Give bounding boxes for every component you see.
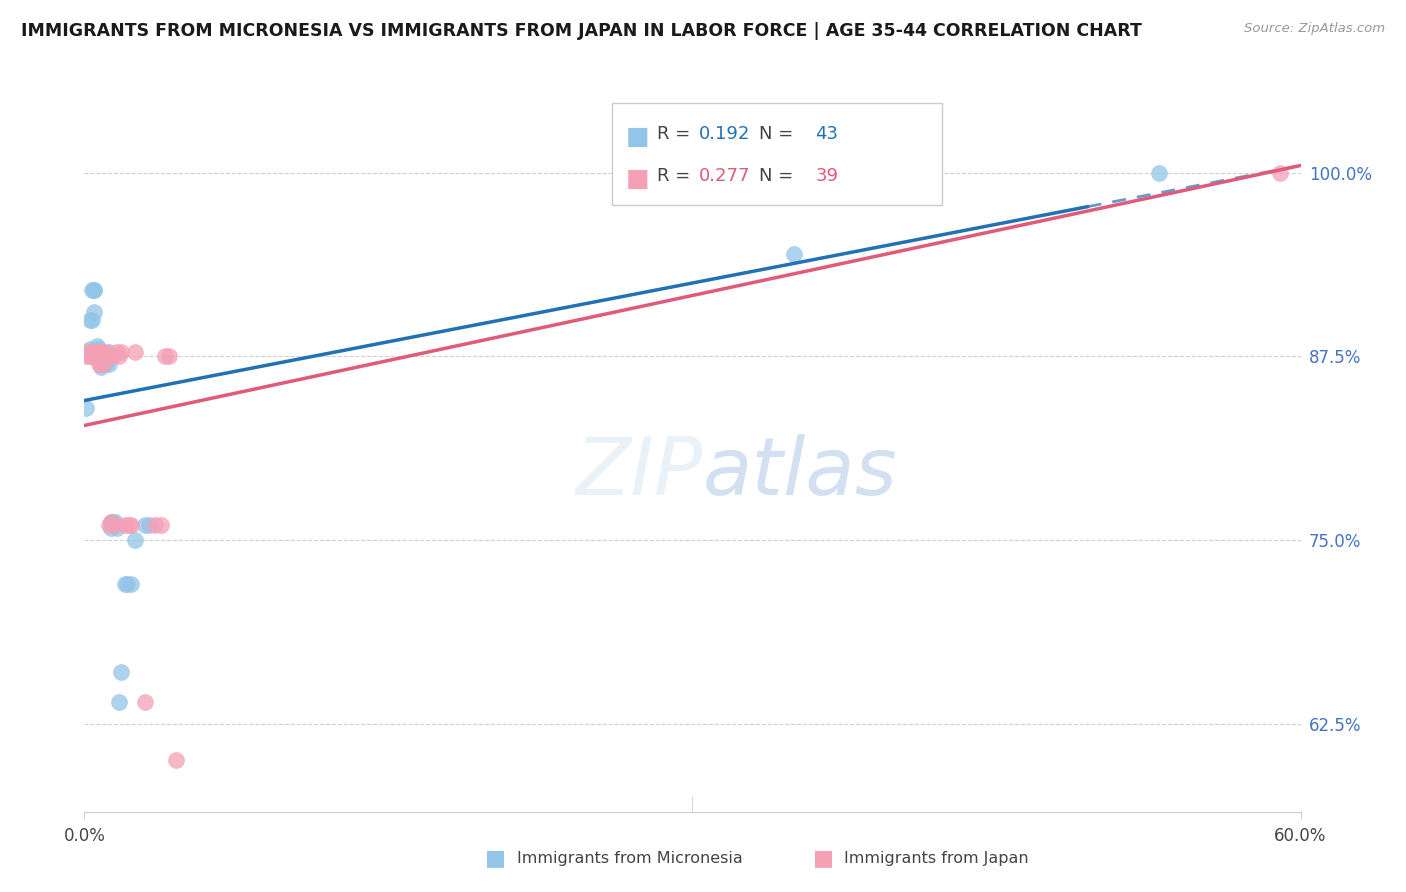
Text: 0.277: 0.277 (699, 167, 751, 185)
Point (93, 351, 115, 365)
Point (82, 345, 104, 359)
Point (86, 350, 108, 364)
Point (91, 357, 114, 371)
Text: 43: 43 (815, 125, 838, 143)
Point (114, 577, 136, 591)
Point (83, 350, 105, 364)
Point (134, 695, 156, 709)
Point (90, 350, 112, 364)
Point (96, 350, 118, 364)
Point (91, 345, 114, 359)
Text: ■: ■ (626, 125, 650, 149)
Point (1270, 166, 1292, 180)
Text: ■: ■ (813, 848, 834, 868)
Point (114, 518, 136, 533)
Point (110, 345, 132, 359)
Point (165, 753, 187, 767)
Point (90, 345, 112, 359)
Point (105, 521, 128, 535)
Point (155, 350, 177, 364)
Point (83, 305, 105, 319)
Point (83, 345, 105, 359)
Point (87, 357, 110, 371)
Point (100, 516, 122, 530)
Point (115, 577, 138, 591)
Text: atlas: atlas (703, 434, 898, 512)
Text: ■: ■ (485, 848, 506, 868)
Text: ■: ■ (626, 167, 650, 191)
Point (87, 348, 110, 362)
Point (100, 521, 122, 535)
Point (124, 533, 146, 547)
Point (97, 345, 120, 359)
Point (79, 342, 101, 356)
Point (83, 284, 105, 298)
Point (90, 357, 112, 371)
Point (138, 518, 160, 533)
Text: 0.192: 0.192 (699, 125, 751, 143)
Point (79, 350, 101, 364)
Point (96, 351, 118, 365)
Point (90, 359, 112, 374)
Point (110, 665, 132, 680)
Point (86, 345, 108, 359)
Point (101, 350, 124, 364)
Point (91, 354, 114, 368)
Point (105, 345, 128, 359)
Text: ZIP: ZIP (575, 434, 703, 512)
Text: R =: R = (657, 167, 696, 185)
Point (120, 518, 142, 533)
Text: IMMIGRANTS FROM MICRONESIA VS IMMIGRANTS FROM JAPAN IN LABOR FORCE | AGE 35-44 C: IMMIGRANTS FROM MICRONESIA VS IMMIGRANTS… (21, 22, 1142, 40)
Point (101, 516, 124, 530)
Point (93, 348, 115, 362)
Point (96, 354, 118, 368)
Text: Source: ZipAtlas.com: Source: ZipAtlas.com (1244, 22, 1385, 36)
Point (77, 345, 100, 359)
Point (87, 345, 110, 359)
Point (783, 246, 806, 260)
Point (120, 577, 142, 591)
Point (87, 351, 110, 365)
Point (82, 312, 104, 326)
Point (124, 345, 146, 359)
Point (75, 350, 97, 364)
Point (90, 354, 112, 368)
Text: Immigrants from Japan: Immigrants from Japan (844, 851, 1028, 865)
Point (90, 345, 112, 359)
Point (79, 312, 101, 326)
Point (91, 348, 114, 362)
Text: N =: N = (759, 125, 799, 143)
Text: Immigrants from Micronesia: Immigrants from Micronesia (517, 851, 744, 865)
Point (87, 350, 110, 364)
Point (104, 518, 127, 533)
Point (87, 345, 110, 359)
Point (108, 350, 131, 364)
Point (93, 350, 115, 364)
Point (159, 350, 181, 364)
Point (86, 339, 108, 353)
Text: 39: 39 (815, 167, 838, 185)
Point (86, 345, 108, 359)
Point (83, 284, 105, 298)
Point (97, 518, 120, 533)
Text: N =: N = (759, 167, 799, 185)
Point (100, 516, 122, 530)
Point (108, 695, 131, 709)
Point (104, 516, 127, 530)
Point (75, 401, 97, 415)
Point (134, 518, 156, 533)
Point (90, 348, 112, 362)
Text: R =: R = (657, 125, 696, 143)
Point (87, 342, 110, 356)
Point (82, 350, 104, 364)
Point (97, 357, 120, 371)
Point (1147, 166, 1170, 180)
Point (86, 350, 108, 364)
Point (143, 518, 166, 533)
Point (150, 518, 173, 533)
Point (93, 357, 115, 371)
Point (118, 518, 141, 533)
Point (93, 345, 115, 359)
Point (82, 284, 104, 298)
